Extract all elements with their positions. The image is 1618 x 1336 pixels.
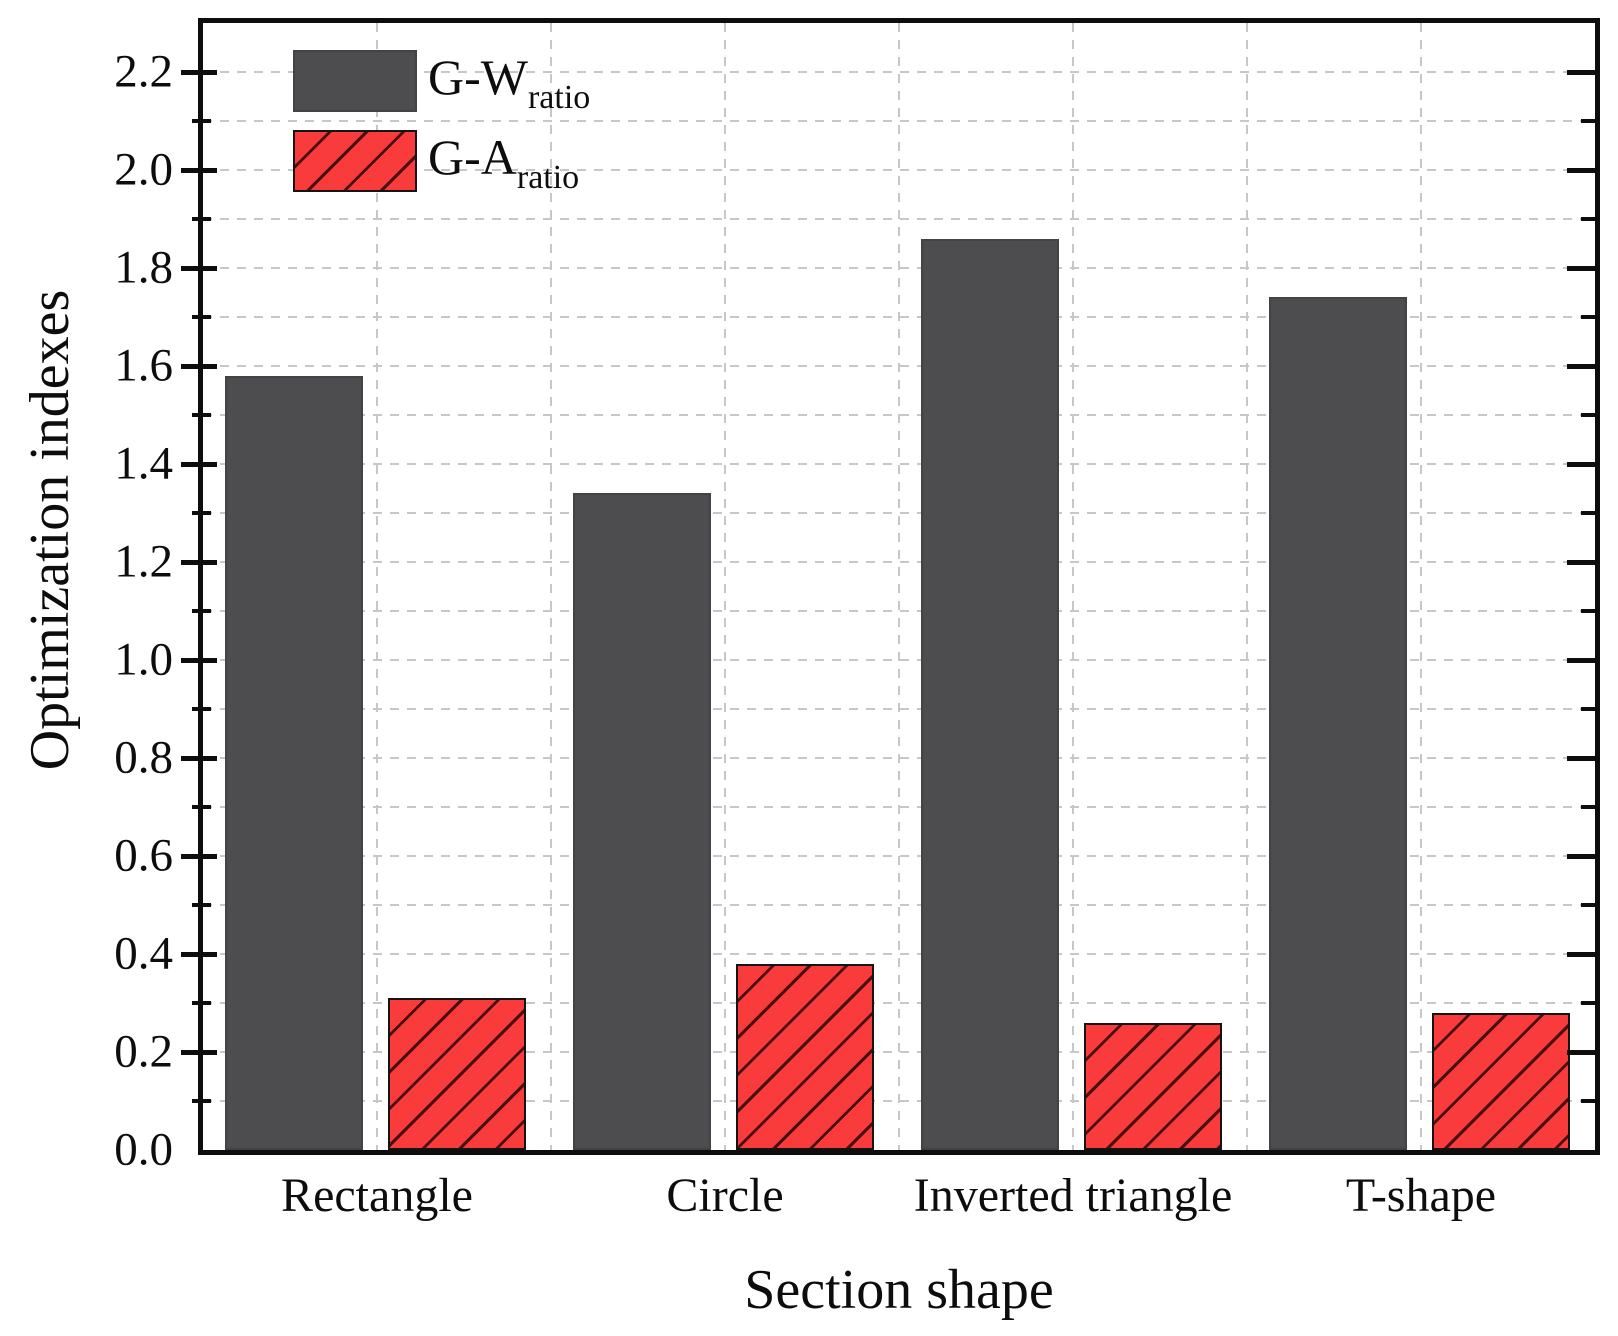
y-major-tick-left [181, 756, 217, 761]
y-tick-label: 0.6 [114, 829, 173, 882]
legend-swatch-ga [293, 130, 417, 192]
y-major-tick-left [181, 70, 217, 75]
y-minor-tick-right [1581, 511, 1595, 515]
legend-label-gw-main: G-W [428, 49, 528, 105]
legend-label-ga-main: G-A [428, 129, 517, 185]
gridline-vertical [724, 23, 726, 1150]
y-tick-label: 1.2 [114, 535, 173, 588]
y-major-tick-right [1567, 462, 1595, 467]
x-axis-title: Section shape [744, 1259, 1054, 1321]
y-major-tick-left [181, 462, 217, 467]
x-tick-label: T-shape [1345, 1169, 1497, 1222]
y-major-tick-left [181, 364, 217, 369]
y-major-tick-left [181, 1050, 217, 1055]
y-minor-tick-right [1581, 903, 1595, 907]
y-major-tick-right [1567, 266, 1595, 271]
bar-g-w-ratio-inverted-triangle [921, 238, 1059, 1150]
y-major-tick-right [1567, 854, 1595, 859]
gridline-vertical [550, 23, 552, 1150]
y-minor-tick-right [1581, 707, 1595, 711]
y-minor-tick-right [1581, 413, 1595, 417]
bar-g-w-ratio-rectangle [225, 375, 363, 1150]
y-major-tick-right [1567, 168, 1595, 173]
y-minor-tick-right [1581, 1001, 1595, 1005]
y-minor-tick-left [192, 1001, 211, 1005]
y-major-tick-right [1567, 364, 1595, 369]
legend-label-gw: G-Wratio [428, 52, 590, 115]
y-minor-tick-right [1581, 315, 1595, 319]
y-major-tick-right [1567, 70, 1595, 75]
y-tick-label: 0.0 [114, 1123, 173, 1176]
y-major-tick-left [181, 266, 217, 271]
x-tick-label: Inverted triangle [913, 1169, 1233, 1222]
y-tick-label: 2.2 [114, 45, 173, 98]
y-minor-tick-right [1581, 119, 1595, 123]
y-major-tick-left [181, 854, 217, 859]
y-major-tick-left [181, 560, 217, 565]
y-tick-label: 1.6 [114, 339, 173, 392]
bar-g-a-ratio-inverted-triangle [1084, 1022, 1222, 1150]
gridline-vertical [1072, 23, 1074, 1150]
y-minor-tick-right [1581, 805, 1595, 809]
gridline-vertical [1246, 23, 1248, 1150]
x-tick-label: Circle [666, 1169, 784, 1222]
gridline-vertical [376, 23, 378, 1150]
y-minor-tick-left [192, 707, 211, 711]
y-tick-label: 0.4 [114, 927, 173, 980]
y-minor-tick-left [192, 119, 211, 123]
y-minor-tick-right [1581, 1099, 1595, 1103]
y-major-tick-right [1567, 658, 1595, 663]
y-minor-tick-left [192, 903, 211, 907]
legend-label-ga: G-Aratio [428, 132, 579, 195]
y-major-tick-right [1567, 952, 1595, 957]
y-tick-label: 1.8 [114, 241, 173, 294]
bar-g-a-ratio-rectangle [388, 998, 526, 1150]
y-major-tick-right [1567, 560, 1595, 565]
y-tick-label: 0.2 [114, 1025, 173, 1078]
x-tick-label: Rectangle [281, 1169, 473, 1222]
y-minor-tick-left [192, 1099, 211, 1103]
y-minor-tick-left [192, 413, 211, 417]
y-minor-tick-left [192, 805, 211, 809]
legend-label-gw-sub: ratio [527, 79, 591, 116]
bar-g-a-ratio-t-shape [1432, 1012, 1570, 1150]
y-tick-label: 0.8 [114, 731, 173, 784]
y-minor-tick-left [192, 315, 211, 319]
y-major-tick-left [181, 658, 217, 663]
gridline-vertical [1420, 23, 1422, 1150]
y-axis-title: Optimization indexes [19, 289, 81, 771]
y-minor-tick-left [192, 511, 211, 515]
y-major-tick-right [1567, 1050, 1595, 1055]
plot-area [203, 23, 1595, 1150]
gridline-vertical [898, 23, 900, 1150]
y-minor-tick-left [192, 217, 211, 221]
y-minor-tick-right [1581, 609, 1595, 613]
y-tick-label: 1.0 [114, 633, 173, 686]
legend-label-ga-sub: ratio [516, 159, 580, 196]
y-tick-label: 2.0 [114, 143, 173, 196]
legend-swatch-gw [293, 50, 417, 112]
y-tick-label: 1.4 [114, 437, 173, 490]
bar-g-w-ratio-t-shape [1269, 297, 1407, 1150]
y-major-tick-left [181, 168, 217, 173]
y-major-tick-right [1567, 756, 1595, 761]
y-major-tick-left [181, 952, 217, 957]
bar-g-w-ratio-circle [573, 493, 711, 1150]
y-minor-tick-right [1581, 217, 1595, 221]
bar-g-a-ratio-circle [736, 963, 874, 1150]
y-minor-tick-left [192, 609, 211, 613]
